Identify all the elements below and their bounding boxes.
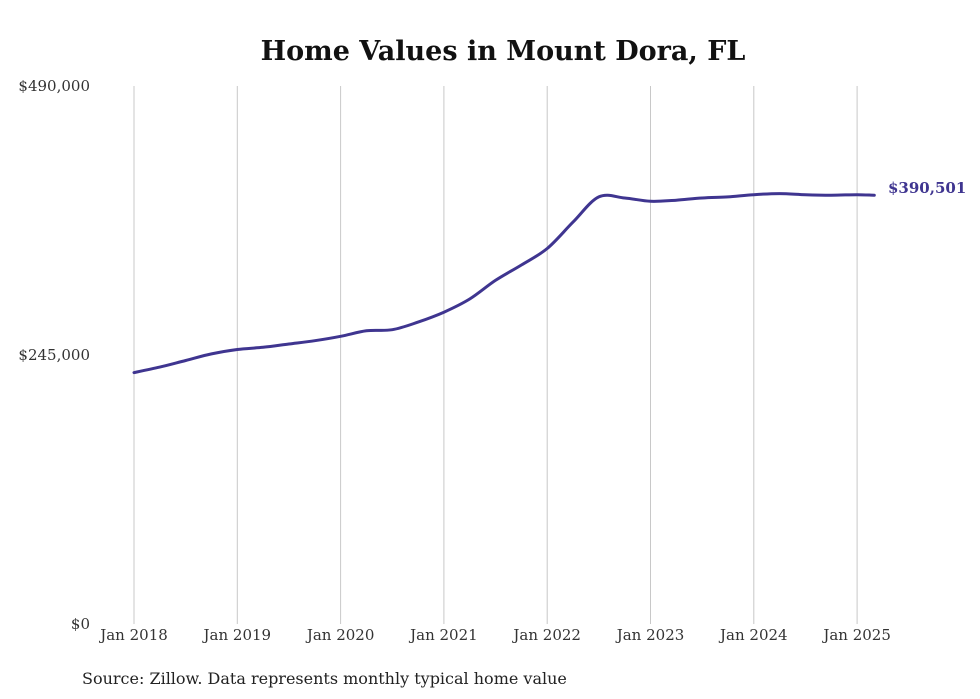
data-point <box>752 193 755 196</box>
data-point <box>262 346 265 349</box>
data-point <box>572 221 575 224</box>
data-point <box>468 298 471 301</box>
data-point <box>417 321 420 324</box>
data-point <box>873 194 876 197</box>
y-tick-label: $490,000 <box>18 77 90 95</box>
data-point <box>597 195 600 198</box>
data-point <box>210 352 213 355</box>
data-point <box>365 329 368 332</box>
data-point <box>856 193 859 196</box>
x-tick-label: Jan 2018 <box>98 626 168 644</box>
data-point <box>133 371 136 374</box>
x-tick-label: Jan 2025 <box>821 626 891 644</box>
data-point <box>701 197 704 200</box>
series-line <box>132 192 876 375</box>
y-axis-ticks: $0 $245,000 $490,000 <box>18 77 90 633</box>
data-point <box>287 343 290 346</box>
data-point <box>675 199 678 202</box>
source-note: Source: Zillow. Data represents monthly … <box>82 669 567 688</box>
grid-lines <box>133 86 858 624</box>
x-tick-label: Jan 2024 <box>718 626 788 644</box>
data-point <box>727 195 730 198</box>
data-point <box>442 311 445 314</box>
data-point <box>158 366 161 369</box>
x-tick-label: Jan 2021 <box>408 626 478 644</box>
series-layer <box>132 192 876 375</box>
data-point <box>546 247 549 250</box>
data-point <box>649 200 652 203</box>
y-tick-label: $245,000 <box>18 346 90 364</box>
data-point <box>494 279 497 282</box>
chart-title: Home Values in Mount Dora, FL <box>261 36 746 67</box>
x-tick-label: Jan 2020 <box>305 626 375 644</box>
data-point <box>778 192 781 195</box>
x-tick-label: Jan 2019 <box>202 626 272 644</box>
data-point <box>339 335 342 338</box>
data-point <box>804 193 807 196</box>
data-point <box>623 197 626 200</box>
data-point <box>391 328 394 331</box>
data-point <box>830 194 833 197</box>
data-point <box>520 264 523 267</box>
data-point <box>313 339 316 342</box>
x-tick-label: Jan 2022 <box>511 626 581 644</box>
y-tick-label: $0 <box>71 615 90 633</box>
data-point <box>236 348 239 351</box>
x-axis-ticks: Jan 2018 Jan 2019 Jan 2020 Jan 2021 Jan 2022… <box>98 626 891 644</box>
x-tick-label: Jan 2023 <box>615 626 685 644</box>
data-point <box>184 359 187 362</box>
end-value-label: $390,501 <box>888 179 966 197</box>
